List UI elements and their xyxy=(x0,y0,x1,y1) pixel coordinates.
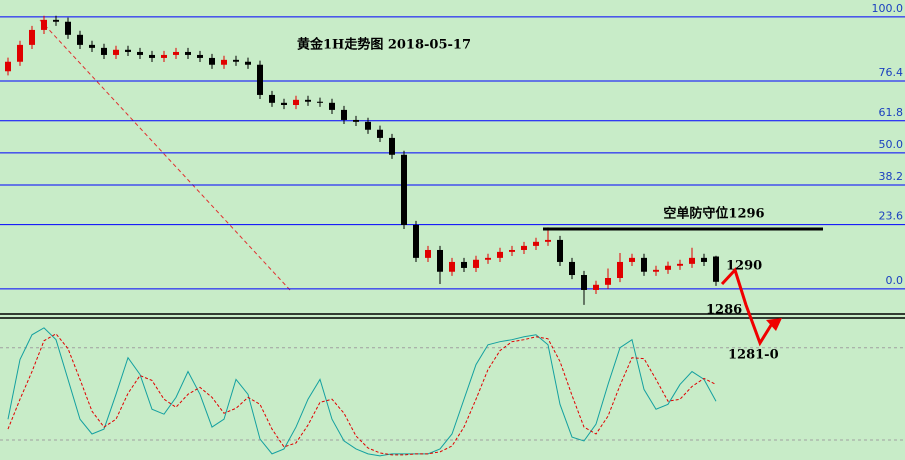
candle-body xyxy=(461,261,467,268)
candle-body xyxy=(497,251,503,258)
candle-body xyxy=(401,154,407,225)
annotation: 1286 xyxy=(706,303,742,318)
candle-body xyxy=(413,224,419,258)
candle-body xyxy=(185,51,191,55)
arrow-head xyxy=(766,318,782,331)
annotation: 1281-0 xyxy=(728,348,779,363)
candle-body xyxy=(377,129,383,138)
candle-body xyxy=(329,102,335,110)
candle-body xyxy=(713,256,719,282)
candle-body xyxy=(425,249,431,258)
candle-body xyxy=(245,61,251,65)
candle-body xyxy=(113,49,119,55)
candle-body xyxy=(89,44,95,48)
candle-body xyxy=(17,44,23,62)
candle-body xyxy=(161,54,167,58)
trend-line xyxy=(39,19,291,291)
y-tick-label: 76.4 xyxy=(879,66,904,79)
candle-body xyxy=(485,257,491,260)
candle-body xyxy=(293,99,299,105)
candle-body xyxy=(473,259,479,268)
candle-body xyxy=(233,59,239,62)
candle-body xyxy=(629,257,635,262)
y-tick-label: 50.0 xyxy=(879,138,904,151)
candle-body xyxy=(665,265,671,270)
candle-body xyxy=(677,263,683,266)
y-tick-label: 0.0 xyxy=(886,274,904,287)
candle-body xyxy=(353,119,359,122)
candle-body xyxy=(689,257,695,264)
forecast-arrow xyxy=(720,267,775,347)
candle-body xyxy=(281,102,287,105)
candle-body xyxy=(101,47,107,55)
candle-body xyxy=(197,54,203,58)
candle-body xyxy=(29,29,35,45)
candle-body xyxy=(533,241,539,246)
candle-body xyxy=(209,57,215,65)
fib-levels: 100.0 76.4 61.8 50.0 38.2 23.6 0.0 xyxy=(0,2,905,441)
candle-body xyxy=(317,101,323,103)
stoch-line xyxy=(7,333,717,456)
candle-body xyxy=(269,94,275,103)
candle-body xyxy=(305,99,311,102)
annotation: 空单防守位1296 xyxy=(663,206,764,222)
y-tick-label: 100.0 xyxy=(872,2,904,15)
candle-body xyxy=(257,64,263,95)
candle-body xyxy=(77,34,83,45)
candle-body xyxy=(389,137,395,155)
candle-body xyxy=(449,261,455,272)
candle-body xyxy=(593,284,599,290)
candle-body xyxy=(437,249,443,272)
candle-body xyxy=(53,19,59,22)
candle-body xyxy=(557,239,563,262)
candle-body xyxy=(581,275,587,290)
candle-body xyxy=(173,51,179,55)
candle-body xyxy=(41,19,47,30)
chart-title: 黄金1H走势图 2018-05-17 xyxy=(297,37,471,53)
candle-body xyxy=(641,257,647,272)
candle-body xyxy=(521,245,527,250)
y-tick-label: 38.2 xyxy=(879,170,904,183)
candle-body xyxy=(617,261,623,278)
candle-body xyxy=(65,21,71,35)
candle-body xyxy=(545,239,551,242)
candle-body xyxy=(125,49,131,52)
candle-body xyxy=(5,61,11,72)
plot xyxy=(5,15,719,457)
y-tick-label: 23.6 xyxy=(879,210,904,223)
candle-body xyxy=(701,257,707,262)
candle-body xyxy=(509,249,515,252)
candle-body xyxy=(365,121,371,130)
candle-body xyxy=(137,51,143,55)
stoch-line xyxy=(7,327,717,457)
candle-body xyxy=(653,269,659,272)
candle-body xyxy=(605,277,611,285)
candle-body xyxy=(341,109,347,120)
candle-body xyxy=(569,261,575,276)
candle-body xyxy=(149,54,155,58)
y-tick-label: 61.8 xyxy=(879,106,904,119)
candle-body xyxy=(221,59,227,65)
annotation: 1290 xyxy=(726,259,762,274)
